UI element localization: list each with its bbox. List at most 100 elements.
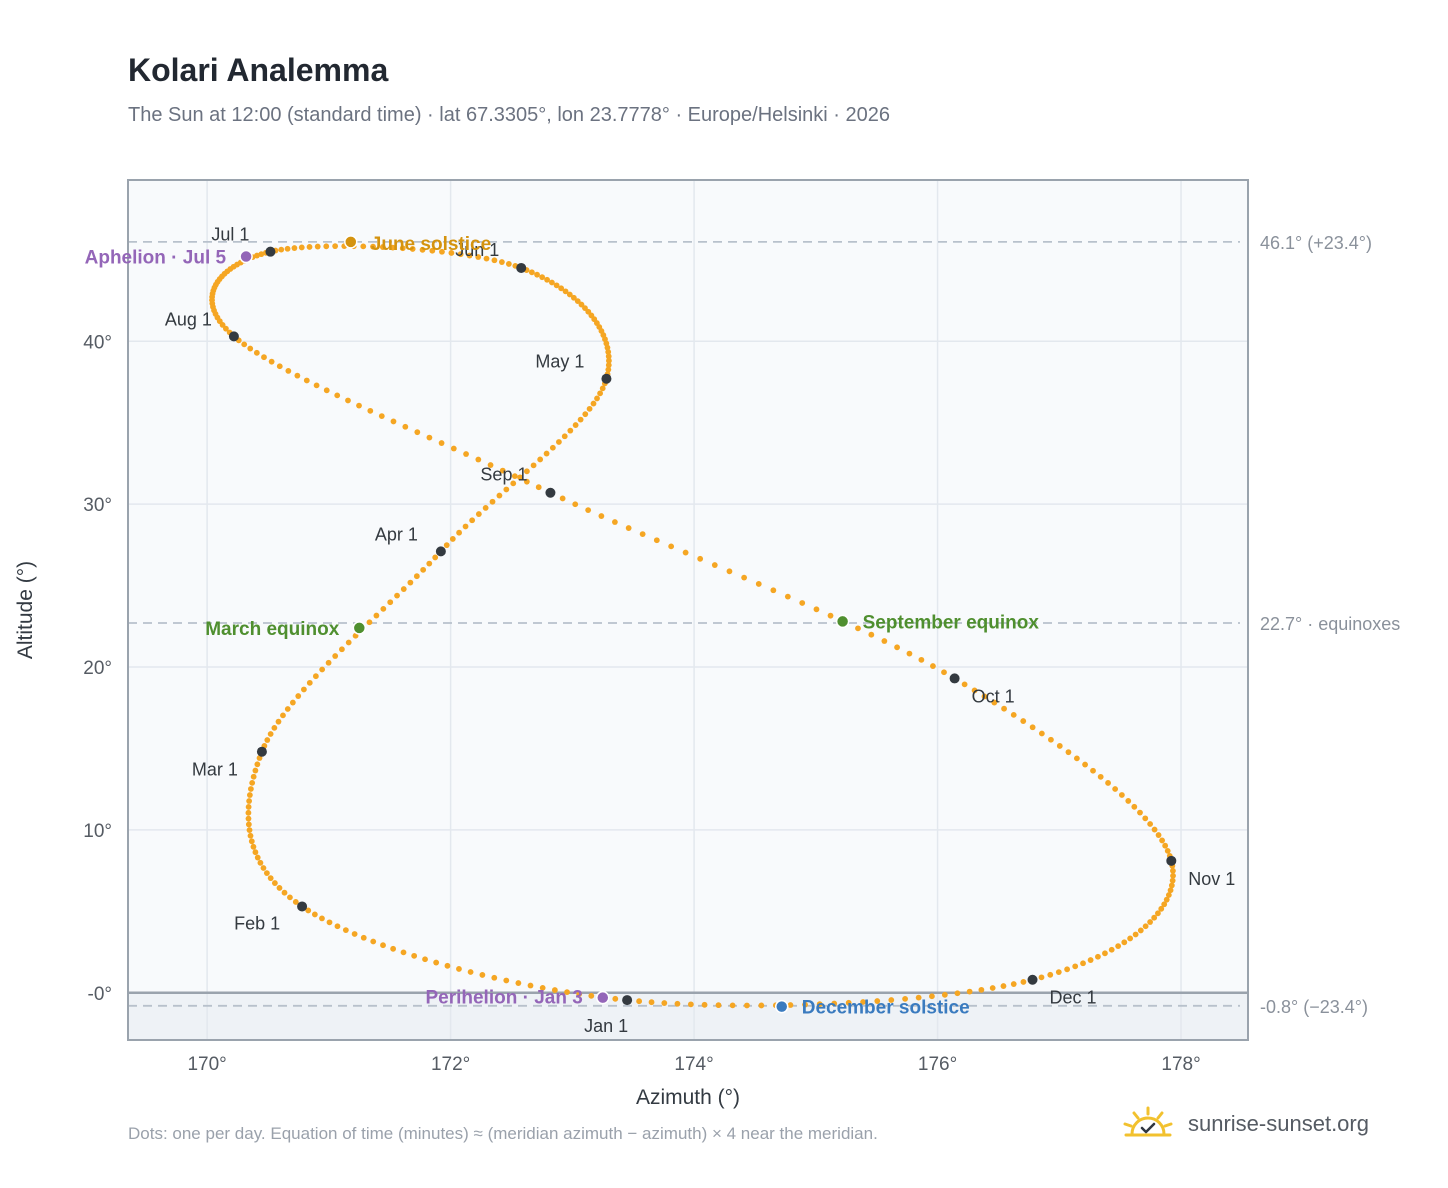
daily-dot: [311, 911, 318, 918]
daily-dot: [544, 276, 550, 283]
x-tick-label: 174°: [674, 1054, 713, 1075]
daily-dot: [978, 986, 985, 993]
x-tick-label: 176°: [918, 1054, 957, 1075]
daily-dot: [585, 507, 592, 514]
daily-dot: [1151, 914, 1158, 921]
month-marker: [256, 746, 267, 757]
event-label: December solstice: [802, 998, 970, 1019]
daily-dot: [360, 934, 367, 941]
daily-dot: [831, 1000, 838, 1007]
daily-dot: [1137, 927, 1144, 934]
event-markers: June solstice December solstice March equi…: [85, 234, 1040, 1019]
daily-dot: [1112, 786, 1119, 792]
daily-dot: [611, 519, 618, 525]
daily-dot: [284, 245, 291, 252]
daily-dot: [1115, 943, 1122, 949]
daily-dot: [400, 949, 407, 956]
daily-dot: [549, 444, 556, 451]
daily-dot: [582, 411, 589, 418]
daily-dot: [298, 244, 305, 251]
daily-dot: [352, 632, 359, 639]
month-label: Jul 1: [211, 225, 249, 245]
month-label: May 1: [535, 352, 584, 372]
daily-dot: [323, 243, 330, 250]
daily-dot: [245, 804, 252, 810]
daily-dot: [668, 543, 675, 550]
daily-dot: [402, 423, 409, 430]
y-tick-label: 10°: [83, 821, 112, 842]
daily-dot: [252, 767, 259, 774]
daily-dot: [281, 889, 288, 896]
daily-dot: [1080, 960, 1086, 967]
daily-dot: [726, 568, 733, 575]
daily-dot: [576, 991, 583, 997]
daily-dot: [989, 985, 996, 991]
daily-dot: [498, 259, 505, 265]
month-marker: [1027, 974, 1038, 985]
daily-dot: [257, 859, 264, 866]
daily-dot: [379, 244, 386, 250]
daily-dot: [241, 341, 248, 348]
daily-dot: [339, 646, 345, 653]
daily-dot: [247, 345, 254, 352]
brand-name: sunrise-sunset.org: [1188, 1111, 1369, 1136]
brand[interactable]: sunrise-sunset.org: [1120, 1104, 1369, 1144]
daily-dot: [784, 593, 791, 600]
daily-dot: [527, 982, 534, 989]
daily-dot: [254, 854, 261, 861]
daily-dot: [267, 875, 274, 882]
daily-dot: [449, 536, 456, 542]
daily-dot: [1000, 983, 1007, 989]
daily-dot: [409, 246, 416, 252]
y-tick-label: -0°: [88, 984, 113, 1005]
daily-dot: [559, 495, 566, 502]
daily-dot: [511, 473, 518, 480]
daily-dot: [390, 945, 397, 952]
daily-dot: [420, 566, 427, 573]
daily-dot: [247, 786, 254, 792]
daily-dot: [561, 433, 568, 440]
event-marker: [596, 990, 610, 1005]
daily-dot: [276, 885, 283, 891]
daily-dot: [499, 467, 506, 474]
daily-dot: [429, 247, 436, 254]
daily-dot: [574, 298, 581, 305]
event-label: September equinox: [863, 612, 1040, 633]
month-label: Dec 1: [1050, 988, 1097, 1008]
daily-dot: [1164, 847, 1171, 854]
y-tick-label: 20°: [83, 658, 112, 679]
daily-dot: [888, 997, 895, 1003]
daily-dot: [845, 999, 852, 1006]
daily-dot: [456, 966, 462, 972]
daily-dot: [1132, 931, 1139, 938]
daily-dot: [543, 450, 550, 457]
daily-dot: [556, 439, 562, 445]
daily-dot: [222, 325, 229, 332]
page-subtitle: The Sun at 12:00 (standard time) · lat 6…: [128, 104, 891, 126]
daily-dot: [1162, 842, 1169, 849]
daily-dot: [389, 244, 396, 251]
daily-dot: [523, 468, 530, 475]
daily-dot: [295, 693, 302, 699]
daily-dot: [549, 279, 555, 286]
daily-dot: [787, 1002, 794, 1008]
month-marker: [949, 673, 960, 684]
daily-dot: [300, 686, 307, 693]
daily-dot: [1108, 946, 1115, 953]
daily-dot: [523, 478, 530, 485]
daily-dot: [1010, 711, 1017, 718]
month-label: Feb 1: [234, 913, 280, 933]
daily-dot: [254, 761, 261, 768]
daily-dot: [245, 809, 252, 816]
daily-dot: [356, 402, 362, 409]
daily-dot: [755, 581, 762, 587]
y-tick-label: 30°: [83, 495, 112, 516]
daily-dot: [929, 993, 935, 1000]
daily-dot: [487, 462, 494, 468]
daily-dot: [605, 362, 612, 369]
daily-dot: [419, 246, 426, 253]
daily-dot: [534, 271, 540, 278]
daily-dot: [276, 363, 283, 370]
daily-dot: [1082, 761, 1088, 768]
daily-dot: [586, 405, 593, 412]
